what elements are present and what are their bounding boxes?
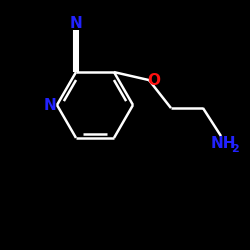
Text: O: O [148, 72, 160, 88]
Text: 2: 2 [231, 144, 239, 154]
Text: N: N [70, 16, 82, 30]
Text: N: N [44, 98, 56, 112]
Text: NH: NH [210, 136, 236, 150]
